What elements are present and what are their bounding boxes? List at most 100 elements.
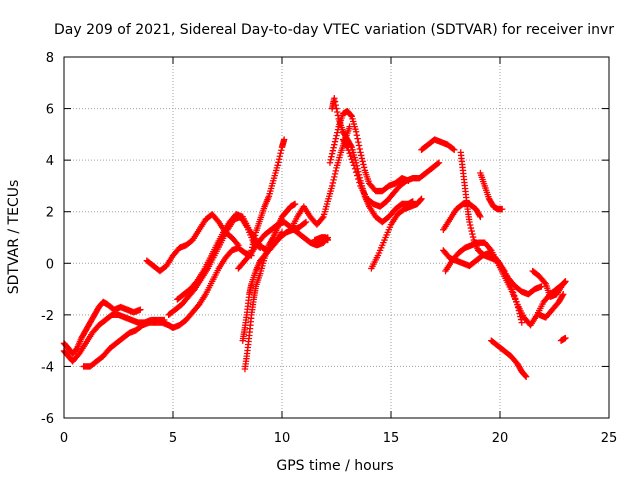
y-tick-label: -6: [41, 412, 54, 427]
data-point: [350, 162, 358, 169]
data-point: [352, 128, 360, 135]
data-point: [334, 108, 341, 116]
data-point: [326, 159, 334, 166]
x-tick-label: 15: [383, 431, 400, 446]
x-tick-label: 20: [492, 431, 509, 446]
data-point: [498, 205, 506, 213]
data-point: [250, 238, 257, 245]
data-point: [330, 144, 337, 151]
data-point: [332, 167, 339, 175]
x-tick-label: 0: [60, 431, 68, 446]
data-point: [327, 156, 334, 163]
y-tick-label: 0: [46, 257, 54, 272]
series-track-1: [60, 298, 144, 357]
data-point: [291, 200, 299, 208]
data-point: [562, 334, 569, 342]
data-point: [418, 195, 425, 203]
data-point: [360, 164, 368, 171]
y-tick-label: 6: [46, 103, 54, 118]
data-point: [518, 319, 525, 326]
data-point: [328, 182, 336, 190]
data-point: [331, 95, 338, 102]
data-point: [331, 141, 338, 148]
data-point: [334, 112, 342, 119]
y-tick-label: -4: [41, 360, 54, 375]
plot-frame: [63, 56, 610, 419]
series-track-17: [418, 136, 458, 154]
data-point: [274, 162, 281, 169]
data-point: [466, 218, 473, 226]
data-point: [359, 158, 366, 165]
data-point: [434, 160, 442, 167]
series-track-22: [477, 169, 506, 213]
chart-title: Day 209 of 2021, Sidereal Day-to-day VTE…: [54, 22, 614, 38]
series-track-4: [143, 211, 242, 275]
data-point: [467, 221, 474, 229]
series-track-18: [440, 200, 484, 233]
data-point: [280, 136, 288, 143]
grid: [64, 57, 609, 418]
data-point: [333, 132, 340, 139]
data-point: [278, 147, 285, 154]
data-point: [302, 218, 310, 226]
data-point: [352, 168, 360, 176]
data-point: [347, 112, 355, 119]
data-point: [248, 247, 255, 254]
axis-ticks: 0 5 10 15 20 25 -6 -4 -2 0 2 4 6 8: [41, 51, 617, 446]
x-tick-label: 25: [601, 431, 618, 446]
data-point: [235, 242, 242, 249]
data-point: [357, 149, 364, 156]
data-point: [346, 150, 353, 157]
data-point: [562, 278, 569, 285]
data-point: [356, 145, 363, 153]
data-point: [355, 138, 362, 146]
data-point: [347, 153, 354, 160]
data-point: [249, 241, 257, 248]
series-track-12: [311, 234, 331, 244]
series-track-25: [536, 291, 567, 321]
data-point: [275, 156, 283, 163]
data-point: [449, 145, 457, 153]
data-point: [333, 105, 340, 112]
series-track-6: [174, 211, 286, 303]
data-point: [319, 214, 326, 222]
data-point: [137, 306, 144, 313]
data-points: [60, 95, 569, 380]
data-point: [324, 236, 331, 244]
data-point: [332, 135, 339, 142]
series-track-8: [241, 200, 299, 373]
data-point: [332, 101, 339, 109]
series-track-21: [442, 239, 567, 329]
series-track-10: [248, 136, 288, 254]
data-point: [355, 142, 363, 149]
data-point: [541, 279, 548, 286]
data-point: [358, 152, 365, 159]
data-point: [329, 179, 337, 187]
data-point: [275, 159, 282, 166]
y-tick-label: 4: [46, 154, 54, 169]
data-point: [329, 147, 337, 154]
x-tick-label: 10: [274, 431, 291, 446]
data-point: [451, 146, 458, 154]
data-point: [330, 176, 337, 184]
series-track-3: [80, 244, 255, 370]
data-point: [345, 147, 352, 154]
data-point: [349, 159, 357, 166]
y-tick-label: -2: [41, 309, 54, 324]
data-point: [331, 98, 339, 105]
data-point: [301, 219, 309, 227]
y-axis-label: SDTVAR / TECUs: [6, 180, 22, 295]
data-point: [467, 224, 475, 232]
data-point: [435, 159, 443, 166]
data-point: [249, 244, 256, 251]
data-point: [486, 245, 494, 253]
data-point: [358, 155, 366, 162]
data-point: [234, 240, 241, 248]
data-point: [331, 138, 339, 145]
data-point: [251, 232, 259, 239]
data-point: [351, 165, 359, 172]
data-point: [251, 235, 258, 242]
x-tick-label: 5: [169, 431, 177, 446]
data-point: [477, 213, 484, 221]
series-track-23: [488, 337, 530, 380]
